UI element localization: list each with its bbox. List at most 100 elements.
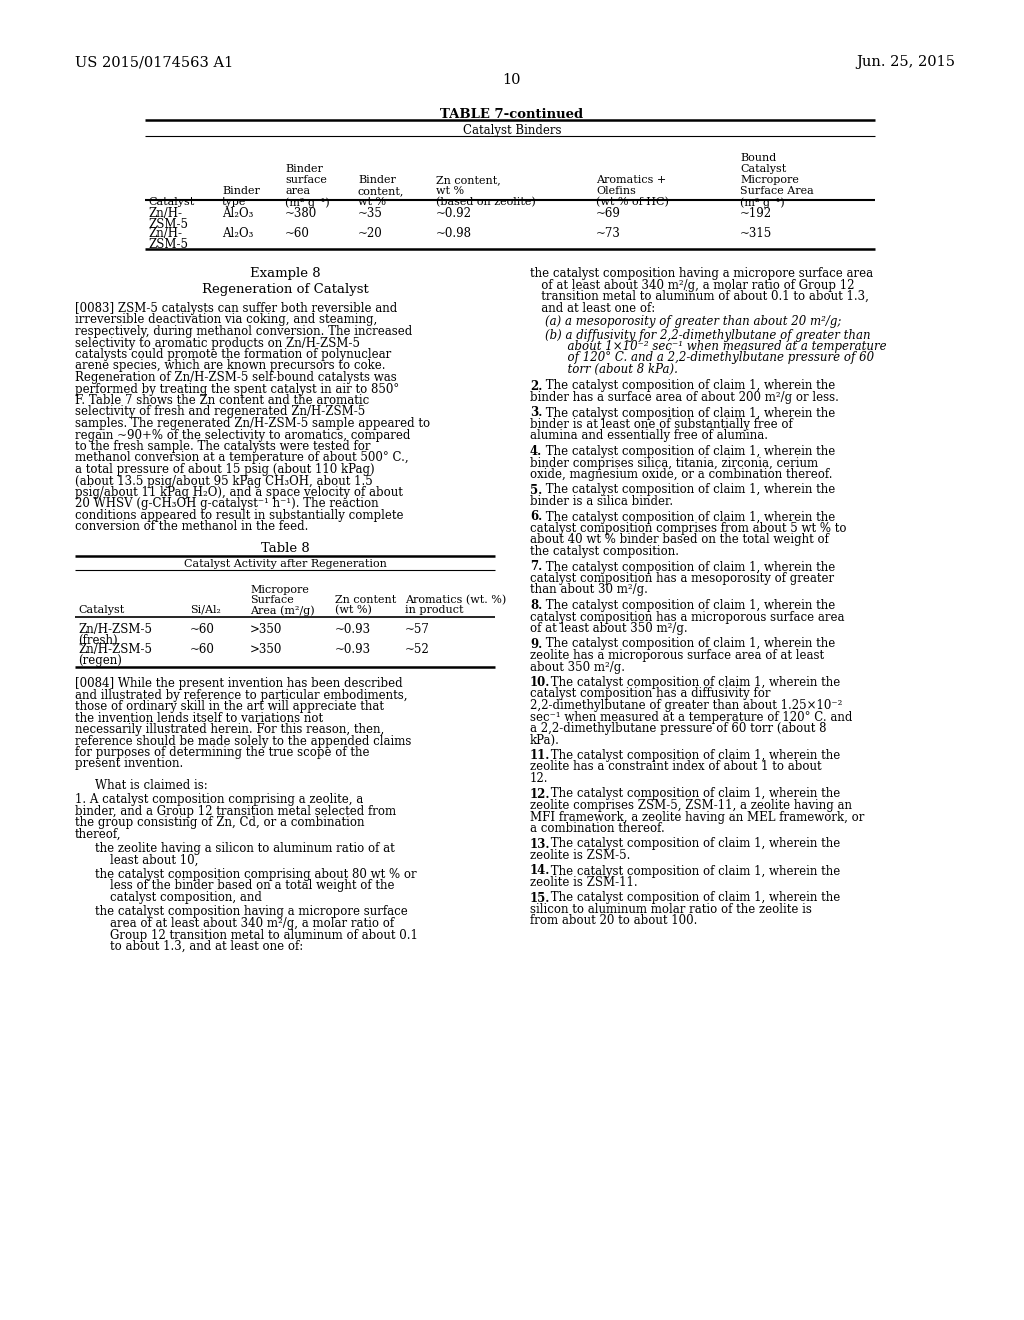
Text: a total pressure of about 15 psig (about 110 kPag): a total pressure of about 15 psig (about… — [75, 463, 375, 477]
Text: Regeneration of Zn/H-ZSM-5 self-bound catalysts was: Regeneration of Zn/H-ZSM-5 self-bound ca… — [75, 371, 396, 384]
Text: about 1×10⁻² sec⁻¹ when measured at a temperature: about 1×10⁻² sec⁻¹ when measured at a te… — [545, 341, 887, 352]
Text: conversion of the methanol in the feed.: conversion of the methanol in the feed. — [75, 520, 308, 533]
Text: type: type — [222, 197, 247, 207]
Text: binder is a silica binder.: binder is a silica binder. — [530, 495, 673, 508]
Text: wt %: wt % — [436, 186, 464, 195]
Text: The catalyst composition of claim 1, wherein the: The catalyst composition of claim 1, whe… — [548, 837, 841, 850]
Text: 8.: 8. — [530, 599, 543, 612]
Text: 3.: 3. — [530, 407, 543, 420]
Text: catalyst composition has a mesoporosity of greater: catalyst composition has a mesoporosity … — [530, 572, 835, 585]
Text: and illustrated by reference to particular embodiments,: and illustrated by reference to particul… — [75, 689, 408, 701]
Text: of at least about 340 m²/g, a molar ratio of Group 12: of at least about 340 m²/g, a molar rati… — [530, 279, 854, 292]
Text: least about 10,: least about 10, — [110, 854, 199, 866]
Text: zeolite comprises ZSM-5, ZSM-11, a zeolite having an: zeolite comprises ZSM-5, ZSM-11, a zeoli… — [530, 799, 852, 812]
Text: The catalyst composition of claim 1, wherein the: The catalyst composition of claim 1, whe… — [542, 445, 835, 458]
Text: The catalyst composition of claim 1, wherein the: The catalyst composition of claim 1, whe… — [548, 748, 841, 762]
Text: 15.: 15. — [530, 891, 550, 904]
Text: The catalyst composition of claim 1, wherein the: The catalyst composition of claim 1, whe… — [548, 891, 841, 904]
Text: The catalyst composition of claim 1, wherein the: The catalyst composition of claim 1, whe… — [542, 638, 835, 651]
Text: methanol conversion at a temperature of about 500° C.,: methanol conversion at a temperature of … — [75, 451, 409, 465]
Text: Aromatics (wt. %): Aromatics (wt. %) — [406, 595, 506, 606]
Text: The catalyst composition of claim 1, wherein the: The catalyst composition of claim 1, whe… — [542, 380, 835, 392]
Text: ~73: ~73 — [596, 227, 621, 240]
Text: the invention lends itself to variations not: the invention lends itself to variations… — [75, 711, 324, 725]
Text: about 40 wt % binder based on the total weight of: about 40 wt % binder based on the total … — [530, 533, 828, 546]
Text: reference should be made solely to the appended claims: reference should be made solely to the a… — [75, 734, 412, 747]
Text: Zn/H-ZSM-5: Zn/H-ZSM-5 — [78, 623, 152, 636]
Text: ~0.92: ~0.92 — [436, 207, 472, 220]
Text: ~0.93: ~0.93 — [335, 623, 371, 636]
Text: US 2015/0174563 A1: US 2015/0174563 A1 — [75, 55, 233, 69]
Text: Surface: Surface — [250, 595, 294, 605]
Text: Example 8: Example 8 — [250, 267, 321, 280]
Text: the catalyst composition having a micropore surface area: the catalyst composition having a microp… — [530, 267, 873, 280]
Text: Catalyst: Catalyst — [148, 197, 195, 207]
Text: respectively, during methanol conversion. The increased: respectively, during methanol conversion… — [75, 325, 413, 338]
Text: selectivity to aromatic products on Zn/H-ZSM-5: selectivity to aromatic products on Zn/H… — [75, 337, 360, 350]
Text: ZSM-5: ZSM-5 — [148, 238, 188, 251]
Text: ~60: ~60 — [285, 227, 310, 240]
Text: ~69: ~69 — [596, 207, 621, 220]
Text: Table 8: Table 8 — [261, 543, 309, 554]
Text: The catalyst composition of claim 1, wherein the: The catalyst composition of claim 1, whe… — [542, 483, 835, 496]
Text: binder, and a Group 12 transition metal selected from: binder, and a Group 12 transition metal … — [75, 804, 396, 817]
Text: binder is at least one of substantially free of: binder is at least one of substantially … — [530, 418, 793, 432]
Text: Binder: Binder — [358, 176, 396, 185]
Text: conditions appeared to result in substantially complete: conditions appeared to result in substan… — [75, 510, 403, 521]
Text: (m² g⁻¹): (m² g⁻¹) — [740, 197, 784, 207]
Text: Al₂O₃: Al₂O₃ — [222, 227, 253, 240]
Text: Si/Al₂: Si/Al₂ — [190, 605, 221, 615]
Text: irreversible deactivation via coking, and steaming,: irreversible deactivation via coking, an… — [75, 314, 377, 326]
Text: Binder: Binder — [285, 164, 323, 174]
Text: The catalyst composition of claim 1, wherein the: The catalyst composition of claim 1, whe… — [542, 561, 835, 573]
Text: ~192: ~192 — [740, 207, 772, 220]
Text: 12.: 12. — [530, 788, 551, 800]
Text: a combination thereof.: a combination thereof. — [530, 822, 665, 836]
Text: wt %: wt % — [358, 197, 386, 207]
Text: ~20: ~20 — [358, 227, 383, 240]
Text: Area (m²/g): Area (m²/g) — [250, 605, 314, 615]
Text: catalyst composition has a microporous surface area: catalyst composition has a microporous s… — [530, 610, 845, 623]
Text: ~60: ~60 — [190, 623, 215, 636]
Text: thereof,: thereof, — [75, 828, 122, 841]
Text: (based on zeolite): (based on zeolite) — [436, 197, 536, 207]
Text: zeolite is ZSM-5.: zeolite is ZSM-5. — [530, 849, 631, 862]
Text: 11.: 11. — [530, 748, 550, 762]
Text: Al₂O₃: Al₂O₃ — [222, 207, 253, 220]
Text: ~0.93: ~0.93 — [335, 643, 371, 656]
Text: samples. The regenerated Zn/H-ZSM-5 sample appeared to: samples. The regenerated Zn/H-ZSM-5 samp… — [75, 417, 430, 430]
Text: 20 WHSV (g-CH₃OH g-catalyst⁻¹ h⁻¹). The reaction: 20 WHSV (g-CH₃OH g-catalyst⁻¹ h⁻¹). The … — [75, 498, 379, 511]
Text: less of the binder based on a total weight of the: less of the binder based on a total weig… — [110, 879, 394, 892]
Text: 7.: 7. — [530, 561, 543, 573]
Text: present invention.: present invention. — [75, 758, 183, 771]
Text: Catalyst: Catalyst — [740, 164, 786, 174]
Text: Olefins: Olefins — [596, 186, 636, 195]
Text: of 120° C. and a 2,2-dimethylbutane pressure of 60: of 120° C. and a 2,2-dimethylbutane pres… — [545, 351, 874, 364]
Text: F. Table 7 shows the Zn content and the aromatic: F. Table 7 shows the Zn content and the … — [75, 393, 370, 407]
Text: (m² g⁻¹): (m² g⁻¹) — [285, 197, 330, 207]
Text: Jun. 25, 2015: Jun. 25, 2015 — [856, 55, 955, 69]
Text: >350: >350 — [250, 623, 283, 636]
Text: MFI framework, a zeolite having an MEL framework, or: MFI framework, a zeolite having an MEL f… — [530, 810, 864, 824]
Text: 6.: 6. — [530, 511, 543, 524]
Text: [0083] ZSM-5 catalysts can suffer both reversible and: [0083] ZSM-5 catalysts can suffer both r… — [75, 302, 397, 315]
Text: Catalyst: Catalyst — [78, 605, 124, 615]
Text: Regeneration of Catalyst: Regeneration of Catalyst — [202, 282, 369, 296]
Text: of at least about 350 m²/g.: of at least about 350 m²/g. — [530, 622, 688, 635]
Text: Zn/H-: Zn/H- — [148, 227, 182, 240]
Text: (wt %): (wt %) — [335, 605, 372, 615]
Text: (fresh): (fresh) — [78, 634, 118, 647]
Text: Group 12 transition metal to aluminum of about 0.1: Group 12 transition metal to aluminum of… — [110, 928, 418, 941]
Text: regain ~90+% of the selectivity to aromatics, compared: regain ~90+% of the selectivity to aroma… — [75, 429, 411, 441]
Text: >350: >350 — [250, 643, 283, 656]
Text: area of at least about 340 m²/g, a molar ratio of: area of at least about 340 m²/g, a molar… — [110, 917, 394, 931]
Text: (about 13.5 psig/about 95 kPag CH₃OH, about 1.5: (about 13.5 psig/about 95 kPag CH₃OH, ab… — [75, 474, 373, 487]
Text: Zn/H-ZSM-5: Zn/H-ZSM-5 — [78, 643, 152, 656]
Text: and at least one of:: and at least one of: — [530, 301, 655, 314]
Text: psig/about 11 kPag H₂O), and a space velocity of about: psig/about 11 kPag H₂O), and a space vel… — [75, 486, 402, 499]
Text: 2.: 2. — [530, 380, 543, 392]
Text: the catalyst composition having a micropore surface: the catalyst composition having a microp… — [95, 906, 408, 919]
Text: to about 1.3, and at least one of:: to about 1.3, and at least one of: — [110, 940, 303, 953]
Text: than about 30 m²/g.: than about 30 m²/g. — [530, 583, 648, 597]
Text: sec⁻¹ when measured at a temperature of 120° C. and: sec⁻¹ when measured at a temperature of … — [530, 710, 852, 723]
